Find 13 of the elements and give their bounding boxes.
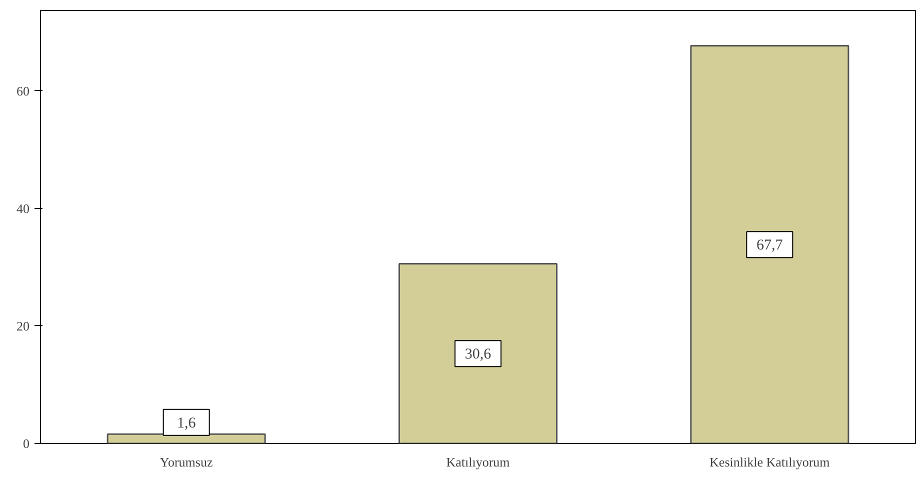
bar bbox=[398, 262, 558, 444]
y-tick-label: 60 bbox=[16, 83, 30, 98]
y-tick-label: 40 bbox=[16, 200, 30, 216]
x-tick-label: Kesinlikle Katılıyorum bbox=[710, 454, 830, 470]
y-tick-label: 0 bbox=[23, 436, 30, 451]
y-tick-label: 20 bbox=[16, 318, 30, 334]
data-label: 67,7 bbox=[756, 238, 784, 254]
data-label: 30,6 bbox=[464, 346, 492, 363]
bar bbox=[690, 45, 850, 444]
x-tick-label: Yorumsuz bbox=[160, 454, 213, 470]
x-tick-label: Katılıyorum bbox=[446, 454, 510, 470]
data-label: 1,6 bbox=[176, 415, 196, 432]
bar bbox=[106, 433, 266, 444]
